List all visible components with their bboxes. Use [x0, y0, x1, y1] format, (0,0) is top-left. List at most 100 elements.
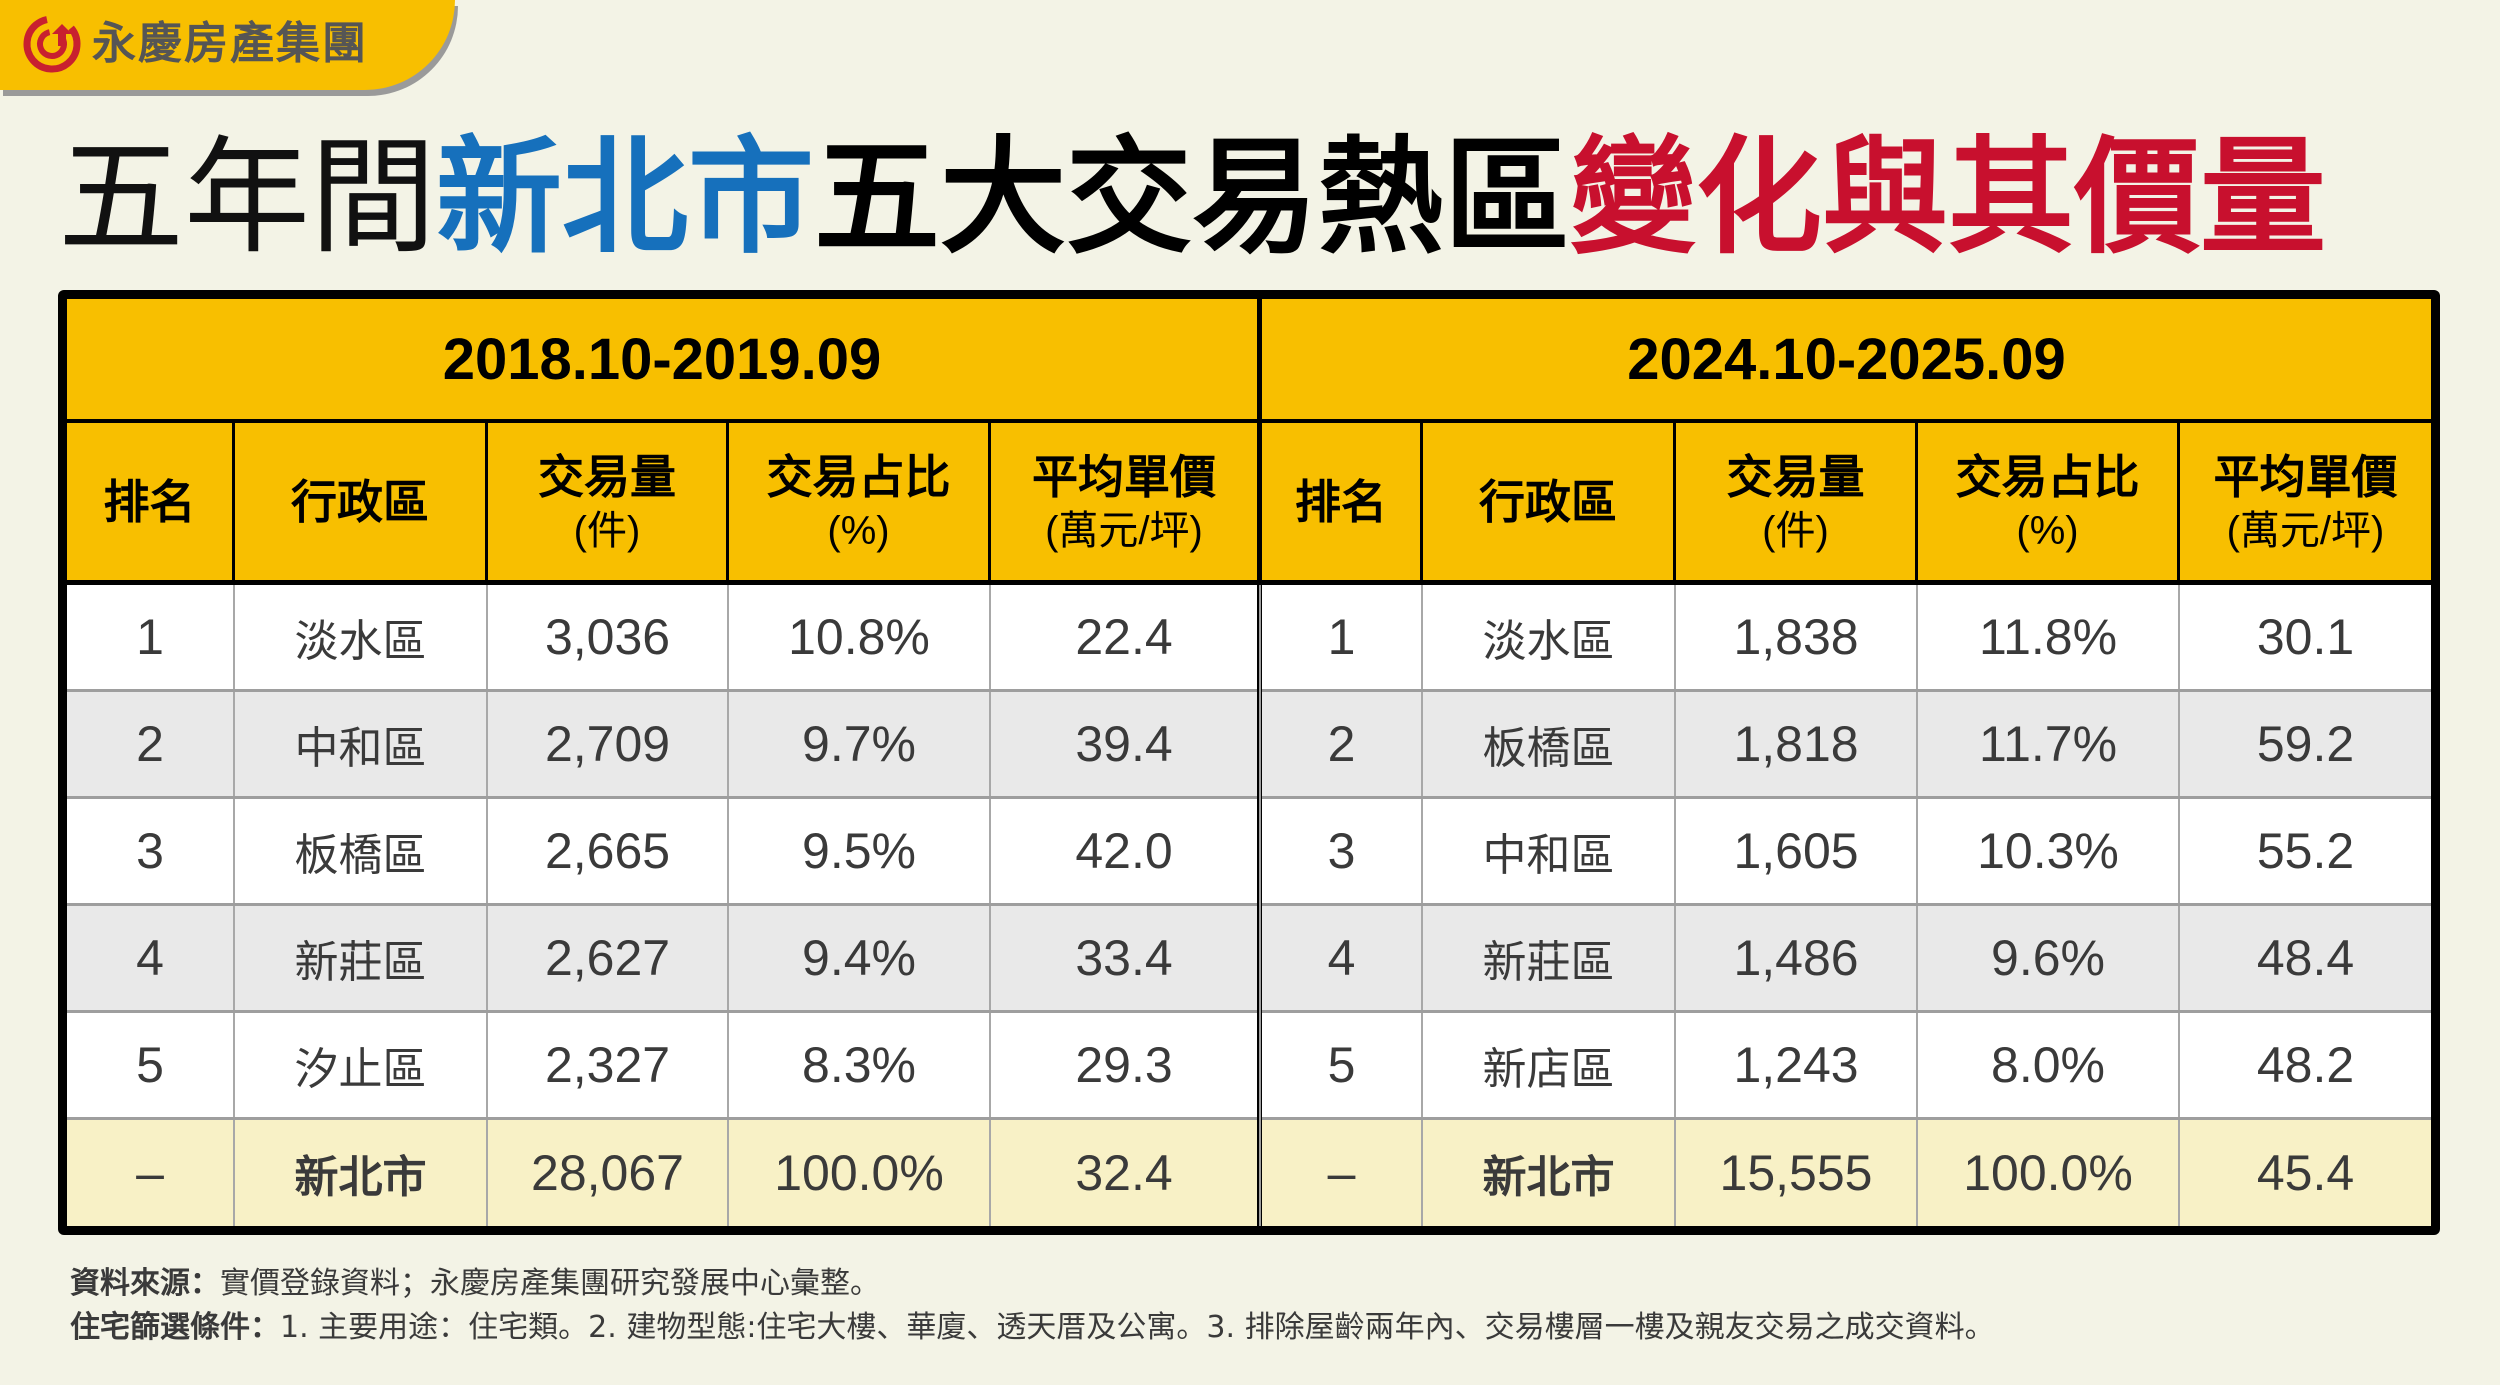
title-part-hot-zones: 五大交易熱區 [814, 124, 1570, 271]
period-divider [1257, 299, 1262, 1226]
table-row: 2 中和區 2,709 9.7% 39.4 [67, 692, 1257, 799]
comparison-table: 2018.10-2019.09 排名 行政區 交易量 (件) 交易占比 (%) … [58, 290, 2440, 1235]
title-part-new-taipei: 新北市 [436, 124, 814, 271]
district-cell: 汐止區 [235, 1013, 488, 1117]
volume-cell: 1,838 [1676, 585, 1918, 689]
column-header-volume: 交易量 (件) [1676, 423, 1918, 580]
price-cell: 45.4 [2180, 1120, 2431, 1226]
page-title: 五年間新北市五大交易熱區變化與其價量 [58, 128, 2326, 268]
column-header-share: 交易占比 (%) [1918, 423, 2180, 580]
rank-cell: 2 [67, 692, 235, 796]
rank-cell: 5 [67, 1013, 235, 1117]
share-cell: 100.0% [1918, 1120, 2180, 1226]
title-part-change-price-volume: 變化與其價量 [1570, 124, 2326, 271]
volume-cell: 2,665 [488, 799, 729, 903]
period-header: 2018.10-2019.09 [67, 299, 1257, 423]
price-cell: 32.4 [991, 1120, 1257, 1226]
price-cell: 30.1 [2180, 585, 2431, 689]
column-header-share: 交易占比 (%) [729, 423, 991, 580]
district-cell: 淡水區 [1423, 585, 1676, 689]
criteria-label: 住宅篩選條件： [70, 1310, 280, 1345]
share-cell: 9.5% [729, 799, 991, 903]
district-cell: 新莊區 [235, 906, 488, 1010]
volume-cell: 1,818 [1676, 692, 1918, 796]
column-header-volume: 交易量 (件) [488, 423, 729, 580]
price-cell: 39.4 [991, 692, 1257, 796]
volume-cell: 15,555 [1676, 1120, 1918, 1226]
period-table-2018-2019: 2018.10-2019.09 排名 行政區 交易量 (件) 交易占比 (%) … [67, 299, 1257, 1226]
rank-cell: 2 [1262, 692, 1423, 796]
column-header-row: 排名 行政區 交易量 (件) 交易占比 (%) 平均單價 (萬元/坪) [1262, 423, 2431, 585]
district-cell: 新北市 [1423, 1120, 1676, 1226]
column-header-avg-price: 平均單價 (萬元/坪) [991, 423, 1257, 580]
column-header-avg-price: 平均單價 (萬元/坪) [2180, 423, 2431, 580]
volume-cell: 1,243 [1676, 1013, 1918, 1117]
share-cell: 10.8% [729, 585, 991, 689]
period-table-2024-2025: 2024.10-2025.09 排名 行政區 交易量 (件) 交易占比 (%) … [1262, 299, 2431, 1226]
share-cell: 9.4% [729, 906, 991, 1010]
table-row: 4 新莊區 2,627 9.4% 33.4 [67, 906, 1257, 1013]
district-cell: 中和區 [235, 692, 488, 796]
volume-cell: 2,327 [488, 1013, 729, 1117]
rank-cell: 3 [1262, 799, 1423, 903]
price-cell: 55.2 [2180, 799, 2431, 903]
column-header-rank: 排名 [67, 423, 235, 580]
price-cell: 29.3 [991, 1013, 1257, 1117]
district-cell: 新北市 [235, 1120, 488, 1226]
rank-cell: – [67, 1120, 235, 1226]
volume-cell: 3,036 [488, 585, 729, 689]
brand-name: 永慶房產集團 [92, 18, 368, 69]
table-row: 1 淡水區 3,036 10.8% 22.4 [67, 585, 1257, 692]
period-header: 2024.10-2025.09 [1262, 299, 2431, 423]
price-cell: 48.4 [2180, 906, 2431, 1010]
table-row: 3 中和區 1,605 10.3% 55.2 [1262, 799, 2431, 906]
volume-cell: 2,627 [488, 906, 729, 1010]
column-header-rank: 排名 [1262, 423, 1423, 580]
table-row: 5 新店區 1,243 8.0% 48.2 [1262, 1013, 2431, 1120]
title-part-five-years: 五年間 [58, 124, 436, 271]
district-cell: 淡水區 [235, 585, 488, 689]
price-cell: 33.4 [991, 906, 1257, 1010]
volume-cell: 2,709 [488, 692, 729, 796]
total-row: – 新北市 15,555 100.0% 45.4 [1262, 1120, 2431, 1226]
criteria-note: 住宅篩選條件：1. 主要用途：住宅類。2. 建物型態:住宅大樓、華廈、透天厝及公… [70, 1306, 1995, 1350]
column-header-row: 排名 行政區 交易量 (件) 交易占比 (%) 平均單價 (萬元/坪) [67, 423, 1257, 585]
footnotes: 資料來源：實價登錄資料；永慶房產集團研究發展中心彙整。 住宅篩選條件：1. 主要… [70, 1262, 1995, 1350]
share-cell: 10.3% [1918, 799, 2180, 903]
table-row: 4 新莊區 1,486 9.6% 48.4 [1262, 906, 2431, 1013]
rank-cell: – [1262, 1120, 1423, 1226]
district-cell: 板橋區 [1423, 692, 1676, 796]
table-row: 1 淡水區 1,838 11.8% 30.1 [1262, 585, 2431, 692]
rank-cell: 3 [67, 799, 235, 903]
source-note: 資料來源：實價登錄資料；永慶房產集團研究發展中心彙整。 [70, 1262, 1995, 1306]
price-cell: 59.2 [2180, 692, 2431, 796]
volume-cell: 28,067 [488, 1120, 729, 1226]
share-cell: 11.7% [1918, 692, 2180, 796]
rank-cell: 4 [67, 906, 235, 1010]
volume-cell: 1,486 [1676, 906, 1918, 1010]
circular-arrow-logo-icon [23, 15, 81, 73]
district-cell: 板橋區 [235, 799, 488, 903]
share-cell: 8.0% [1918, 1013, 2180, 1117]
share-cell: 11.8% [1918, 585, 2180, 689]
district-cell: 新店區 [1423, 1013, 1676, 1117]
rank-cell: 5 [1262, 1013, 1423, 1117]
share-cell: 8.3% [729, 1013, 991, 1117]
column-header-district: 行政區 [1423, 423, 1676, 580]
source-text: 實價登錄資料；永慶房產集團研究發展中心彙整。 [220, 1266, 880, 1301]
district-cell: 新莊區 [1423, 906, 1676, 1010]
criteria-text: 1. 主要用途：住宅類。2. 建物型態:住宅大樓、華廈、透天厝及公寓。3. 排除… [280, 1310, 1995, 1345]
share-cell: 9.6% [1918, 906, 2180, 1010]
share-cell: 100.0% [729, 1120, 991, 1226]
price-cell: 22.4 [991, 585, 1257, 689]
rank-cell: 1 [67, 585, 235, 689]
column-header-district: 行政區 [235, 423, 488, 580]
brand-banner: 永慶房產集團 [0, 0, 455, 90]
district-cell: 中和區 [1423, 799, 1676, 903]
price-cell: 48.2 [2180, 1013, 2431, 1117]
price-cell: 42.0 [991, 799, 1257, 903]
table-row: 3 板橋區 2,665 9.5% 42.0 [67, 799, 1257, 906]
rank-cell: 1 [1262, 585, 1423, 689]
table-row: 5 汐止區 2,327 8.3% 29.3 [67, 1013, 1257, 1120]
share-cell: 9.7% [729, 692, 991, 796]
